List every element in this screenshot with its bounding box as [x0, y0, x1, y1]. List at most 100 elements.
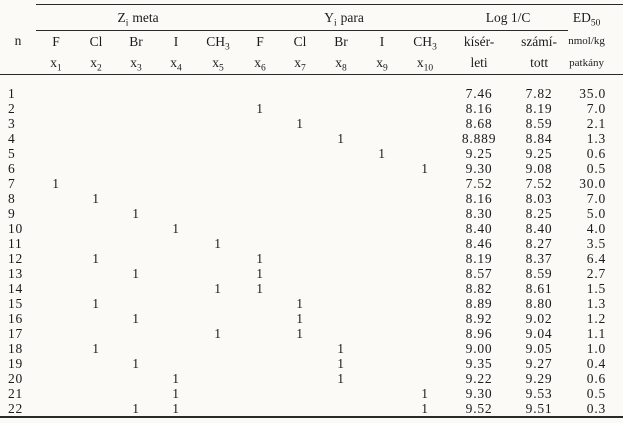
ed50-cell: 0.6	[586, 146, 607, 161]
indicator-cell	[36, 311, 76, 326]
indicator-cell	[280, 281, 320, 296]
indicator-cell	[240, 75, 280, 102]
indicator-cell	[320, 251, 362, 266]
log-experimental-cell: 9.52	[448, 401, 511, 418]
indicator-cell	[240, 176, 280, 191]
log-calculated-cell: 9.53	[525, 386, 553, 401]
table-row: 9 1 8.30 8.25 5.0	[0, 206, 623, 221]
table-row: 21 1 1 9.30 9.53 0.5	[0, 386, 623, 401]
table-row: 15 1 1 8.89 8.80 1.3	[0, 296, 623, 311]
indicator-cell	[320, 221, 362, 236]
log-experimental-cell: 8.89	[465, 296, 493, 311]
indicator-cell: 1	[337, 341, 345, 356]
indicator-cell	[76, 356, 116, 371]
col-header-x5: x5	[196, 52, 241, 75]
indicator-cell	[362, 356, 402, 371]
indicator-cell	[116, 131, 156, 146]
group-header-log: Log 1/C	[448, 4, 569, 31]
indicator-cell	[76, 131, 116, 146]
ed50-cell: 4.0	[586, 221, 607, 236]
indicator-cell	[116, 236, 156, 251]
log-experimental-cell: 8.40	[465, 221, 493, 236]
indicator-cell	[196, 266, 240, 281]
ed50-cell: 0.5	[586, 386, 607, 401]
log-experimental-cell: 8.92	[465, 311, 493, 326]
indicator-cell	[76, 326, 116, 341]
log-experimental-cell: 9.22	[465, 371, 493, 386]
indicator-cell	[36, 161, 76, 176]
indicator-cell	[280, 206, 320, 221]
indicator-cell	[402, 326, 448, 341]
indicator-cell	[320, 176, 362, 191]
indicator-cell	[76, 311, 116, 326]
row-number-cell: 1	[8, 86, 16, 101]
row-number-cell: 10	[8, 221, 24, 236]
col-header-n-spacer	[0, 52, 36, 75]
ed50-cell: 0.3	[568, 401, 623, 418]
indicator-cell	[402, 101, 448, 116]
indicator-cell	[36, 206, 76, 221]
indicator-cell: 1	[156, 401, 196, 418]
col-header-f-meta: F	[52, 33, 60, 49]
indicator-cell	[362, 221, 402, 236]
indicator-cell	[116, 75, 156, 102]
col-header-x3: x3	[116, 52, 156, 75]
indicator-cell: 1	[256, 266, 264, 281]
indicator-cell	[36, 371, 76, 386]
indicator-cell	[196, 341, 240, 356]
ed50-cell: 5.0	[586, 206, 607, 221]
indicator-cell: 1	[172, 371, 180, 386]
indicator-cell	[362, 161, 402, 176]
table-row: 18 1 1 9.00 9.05 1.0	[0, 341, 623, 356]
table-row: 17 1 1 8.96 9.04 1.1	[0, 326, 623, 341]
col-header-x8: x8	[320, 52, 363, 75]
indicator-cell: 1	[132, 206, 140, 221]
indicator-cell	[280, 266, 320, 281]
indicator-cell	[36, 131, 76, 146]
log-calculated-cell: 7.82	[525, 86, 553, 101]
indicator-cell: 1	[92, 191, 100, 206]
row-number-cell: 21	[8, 386, 24, 401]
indicator-cell	[402, 221, 448, 236]
indicator-cell	[320, 206, 362, 221]
indicator-cell	[280, 341, 320, 356]
indicator-cell	[320, 266, 362, 281]
indicator-cell	[240, 371, 280, 386]
indicator-cell	[196, 371, 240, 386]
indicator-cell	[36, 281, 76, 296]
table-row: 1 7.46 7.82 35.0	[0, 75, 623, 102]
indicator-cell	[362, 116, 402, 131]
log-experimental-cell: 8.30	[465, 206, 493, 221]
indicator-cell	[156, 311, 196, 326]
indicator-cell	[362, 191, 402, 206]
indicator-cell	[320, 191, 362, 206]
indicator-cell: 1	[214, 236, 222, 251]
indicator-cell	[320, 401, 363, 418]
log-calculated-cell: 7.52	[525, 176, 553, 191]
indicator-cell	[156, 266, 196, 281]
col-header-br-para: Br	[334, 33, 348, 49]
indicator-cell	[280, 75, 320, 102]
col-header-ch3-meta: CH3	[206, 33, 230, 53]
col-header-kiserleti-line2: leti	[448, 52, 511, 75]
table-row: 11 1 8.46 8.27 3.5	[0, 236, 623, 251]
indicator-cell	[76, 176, 116, 191]
indicator-cell: 1	[132, 266, 140, 281]
indicator-cell	[116, 341, 156, 356]
indicator-cell	[240, 296, 280, 311]
ed50-cell: 1.3	[586, 296, 607, 311]
indicator-cell	[156, 356, 196, 371]
log-calculated-cell: 9.29	[525, 371, 553, 386]
indicator-cell	[320, 281, 362, 296]
col-header-x7: x7	[280, 52, 321, 75]
indicator-cell	[362, 101, 402, 116]
indicator-cell: 1	[421, 161, 429, 176]
indicator-cell	[36, 236, 76, 251]
col-header-cl-meta: Cl	[89, 33, 103, 49]
indicator-cell	[116, 296, 156, 311]
col-header-ed-unit-line1: nmol/kg	[568, 35, 605, 48]
indicator-cell	[402, 356, 448, 371]
indicator-cell	[36, 266, 76, 281]
col-header-f-para: F	[256, 33, 264, 49]
col-header-ed-unit-line2: patkány	[568, 52, 623, 75]
